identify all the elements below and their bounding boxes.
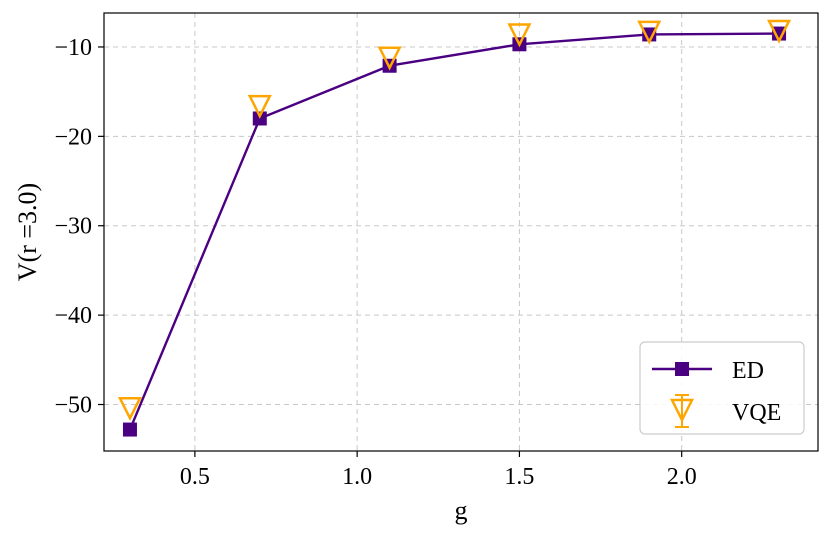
data-point <box>637 20 662 45</box>
data-point <box>767 19 792 44</box>
x-tick-label: 1.0 <box>342 464 372 490</box>
legend-ed-label: ED <box>732 358 764 384</box>
x-tick-label: 1.5 <box>504 464 534 490</box>
legend-vqe-marker <box>669 398 695 423</box>
data-point <box>122 422 137 437</box>
x-tick-label: 2.0 <box>667 464 697 490</box>
legend: ED VQE <box>639 341 805 435</box>
legend-ed-marker <box>675 362 689 376</box>
x-tick-label: 0.5 <box>180 464 210 490</box>
y-tick-label: −40 <box>54 303 92 329</box>
series-layer <box>117 19 792 437</box>
y-tick-label: −50 <box>54 393 92 419</box>
series-line <box>128 32 780 431</box>
legend-vqe-label: VQE <box>732 400 781 426</box>
data-point <box>117 396 142 421</box>
y-tick-label: −30 <box>54 214 92 240</box>
series-vqe <box>117 19 792 421</box>
x-axis-label: g <box>455 496 468 525</box>
y-axis-label: V(r =3.0) <box>13 183 42 281</box>
y-tick-label: −20 <box>54 124 92 150</box>
data-point <box>247 94 272 119</box>
ticks: 0.5 1.0 1.5 2.0 −50 −40 −30 −20 −10 <box>54 35 696 490</box>
data-point <box>507 23 532 48</box>
y-tick-label: −10 <box>54 35 92 61</box>
plot-frame <box>103 12 819 452</box>
data-point <box>377 46 402 71</box>
